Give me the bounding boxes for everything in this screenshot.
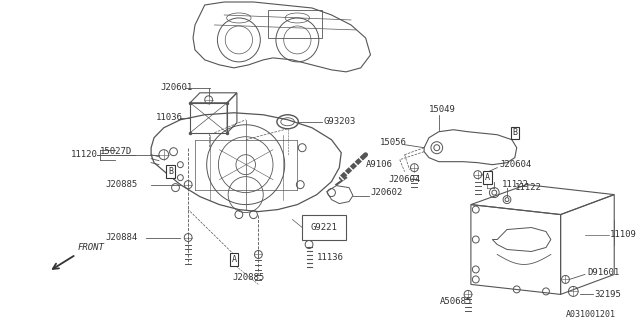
Text: J20602: J20602 bbox=[371, 188, 403, 197]
Text: FRONT: FRONT bbox=[78, 243, 105, 252]
Bar bbox=[302, 215, 346, 239]
Text: J20604: J20604 bbox=[499, 160, 531, 169]
Text: 11109: 11109 bbox=[611, 230, 637, 239]
Bar bbox=[190, 103, 227, 133]
Text: J20885: J20885 bbox=[106, 180, 138, 189]
Text: A031001201: A031001201 bbox=[566, 310, 616, 319]
Text: 32195: 32195 bbox=[595, 290, 621, 299]
Text: A: A bbox=[232, 255, 237, 264]
Text: 15049: 15049 bbox=[429, 105, 456, 114]
Text: J20604: J20604 bbox=[388, 175, 420, 184]
Text: G93203: G93203 bbox=[324, 117, 356, 126]
Text: 15027D: 15027D bbox=[99, 147, 132, 156]
Text: 11122: 11122 bbox=[515, 183, 541, 192]
Text: 11136: 11136 bbox=[317, 253, 344, 262]
Text: J20885: J20885 bbox=[232, 273, 265, 282]
Text: 11122: 11122 bbox=[502, 180, 529, 189]
Text: B: B bbox=[512, 128, 517, 137]
Text: A: A bbox=[485, 173, 490, 182]
Text: A50685: A50685 bbox=[440, 297, 472, 306]
Text: G9221: G9221 bbox=[310, 223, 337, 232]
Text: A9106: A9106 bbox=[365, 160, 392, 169]
Text: J20884: J20884 bbox=[106, 233, 138, 242]
Text: 11036: 11036 bbox=[156, 113, 183, 122]
Text: 15056: 15056 bbox=[380, 138, 407, 147]
Text: D91601: D91601 bbox=[587, 268, 619, 277]
Text: B: B bbox=[168, 167, 173, 176]
Text: 11120: 11120 bbox=[70, 150, 97, 159]
Bar bbox=[268, 10, 322, 38]
Text: J20601: J20601 bbox=[161, 83, 193, 92]
